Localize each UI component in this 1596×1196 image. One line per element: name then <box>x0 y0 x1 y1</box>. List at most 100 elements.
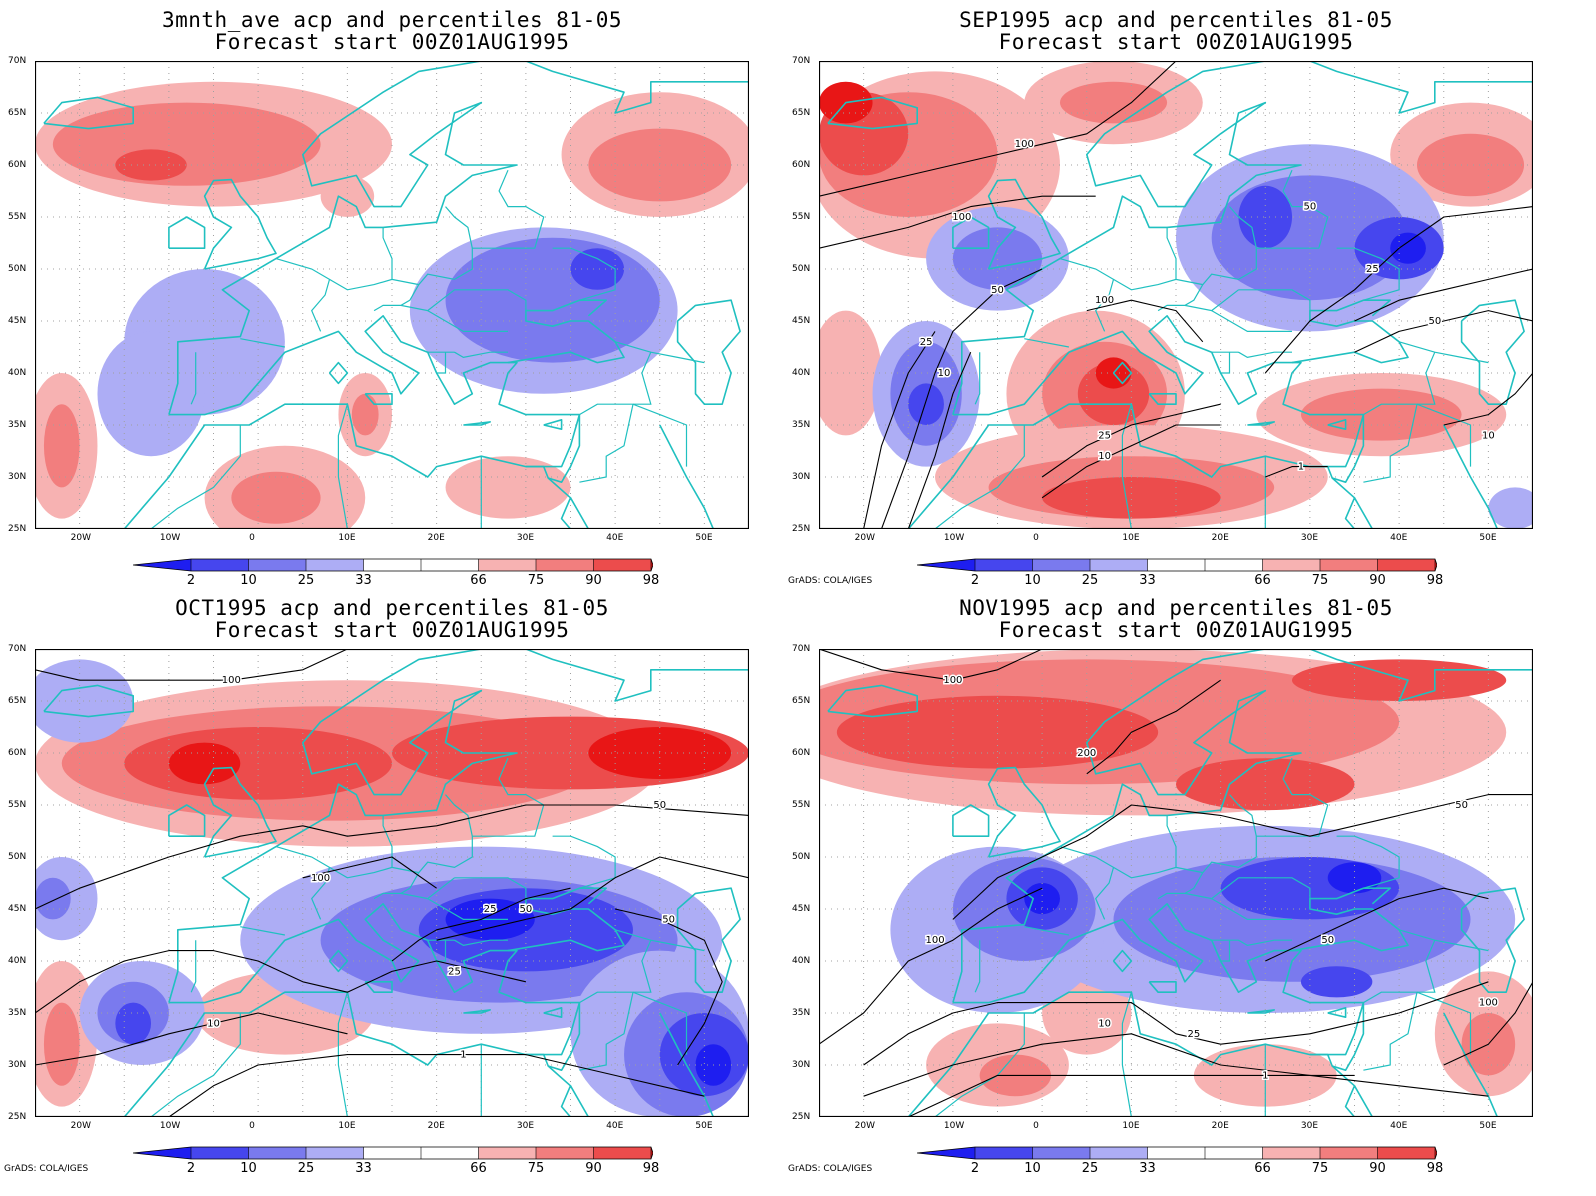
colorbar-label: 90 <box>1369 1161 1386 1176</box>
colorbar-label: 25 <box>1081 1161 1099 1176</box>
lat-tick-label: 70N <box>8 644 27 654</box>
contour-label: 1 <box>1298 462 1304 473</box>
colorbar-label: 33 <box>1139 573 1156 588</box>
country-border <box>1121 404 1132 529</box>
lat-tick-label: 25N <box>8 524 27 534</box>
country-border <box>1202 206 1257 285</box>
colorbar-segment <box>1205 559 1263 571</box>
colorbar-segment-min <box>133 559 191 571</box>
map-frame <box>35 649 749 1117</box>
coastline <box>328 949 349 973</box>
country-border <box>454 877 527 899</box>
country-border <box>974 940 981 993</box>
lat-tick-label: 55N <box>792 800 811 810</box>
lat-tick-label: 65N <box>792 696 811 706</box>
colorbar-segment <box>593 1147 651 1159</box>
shaded-region-red-90 <box>1042 477 1221 519</box>
colorbar <box>916 558 1438 572</box>
colorbar-label: 33 <box>355 573 372 588</box>
colorbar-label: 98 <box>1426 1161 1444 1176</box>
country-border <box>1024 338 1070 348</box>
colorbar-segment <box>1320 1147 1378 1159</box>
coastline <box>1353 1085 1374 1117</box>
lat-tick-label: 35N <box>8 1008 27 1018</box>
contour-line <box>391 887 571 962</box>
shaded-region-red-66 <box>819 310 882 436</box>
shaded-region-blue-25 <box>445 237 660 363</box>
lat-tick-label: 60N <box>8 748 27 758</box>
colorbar-label: 75 <box>1311 1161 1329 1176</box>
contour-line <box>302 856 437 889</box>
shaded-region-red-75 <box>1059 81 1168 124</box>
coastline <box>364 980 393 994</box>
contour-line <box>863 981 1489 1066</box>
country-border <box>150 1013 241 1117</box>
colorbar-label: 2 <box>186 573 196 588</box>
country-border <box>1220 352 1231 374</box>
lat-tick-label: 30N <box>8 1060 27 1070</box>
colorbar-segment-max <box>1435 559 1437 571</box>
colorbar-segment <box>421 559 479 571</box>
lat-tick-label: 30N <box>8 472 27 482</box>
coastline <box>43 96 134 130</box>
colorbar-label: 2 <box>970 573 980 588</box>
country-border <box>1363 992 1418 1071</box>
colorbar-label: 98 <box>642 1161 660 1176</box>
colorbar-label: 66 <box>1254 1161 1271 1176</box>
lon-tick-label: 30E <box>516 1121 535 1131</box>
shaded-region-red-90 <box>1292 659 1507 701</box>
contour-label: 10 <box>1482 430 1495 441</box>
lat-tick-label: 50N <box>792 264 811 274</box>
colorbar-label: 75 <box>527 573 545 588</box>
shaded-region-red-90 <box>115 149 187 181</box>
country-border <box>1417 939 1436 993</box>
contour-label: 25 <box>1187 1029 1200 1040</box>
contour-label: 1 <box>1262 1070 1268 1081</box>
coastline <box>1291 887 1409 952</box>
country-border <box>382 227 393 280</box>
coastline <box>168 216 206 249</box>
contour-label: 50 <box>520 904 533 915</box>
coastline <box>952 649 1533 1003</box>
grads-credit: GrADS: COLA/IGES <box>788 576 873 586</box>
lon-tick-label: 10W <box>159 1121 181 1131</box>
country-border <box>1398 929 1489 952</box>
coastline <box>1327 418 1347 431</box>
shaded-region-blue-10 <box>115 1002 152 1045</box>
colorbar-label: 33 <box>355 1161 372 1176</box>
contour-label: 100 <box>311 873 330 884</box>
lat-tick-label: 35N <box>792 1008 811 1018</box>
lat-tick-label: 50N <box>792 852 811 862</box>
country-border <box>472 757 545 837</box>
colorbar-segment-max <box>651 1147 653 1159</box>
colorbar-segment <box>478 1147 536 1159</box>
contour-label: 50 <box>991 285 1004 296</box>
shaded-region-blue-10 <box>570 248 625 290</box>
country-border <box>1211 898 1292 920</box>
contour-label: 200 <box>1077 748 1096 759</box>
colorbar-label: 66 <box>1254 573 1271 588</box>
lat-tick-label: 65N <box>8 696 27 706</box>
contour-label: 50 <box>1428 316 1441 327</box>
country-border <box>418 794 473 873</box>
country-border <box>579 403 688 467</box>
contour-line <box>863 331 936 529</box>
country-border <box>579 992 634 1071</box>
coastline <box>463 421 492 426</box>
shaded-region-blue-33 <box>1488 487 1533 529</box>
shaded-region-blue-2 <box>1390 232 1426 264</box>
contour-line <box>436 856 749 941</box>
panel-title: 3mnth_ave acp and percentiles 81-05 <box>161 8 622 32</box>
country-border <box>436 352 447 374</box>
colorbar-label: 33 <box>1139 1161 1156 1176</box>
contour-line <box>1041 403 1221 478</box>
contour-line <box>1265 466 1328 478</box>
lat-tick-label: 45N <box>792 316 811 326</box>
coastline <box>569 497 590 529</box>
contour-label: 1 <box>460 1050 466 1061</box>
country-border <box>1256 169 1329 249</box>
coastline <box>203 766 277 858</box>
colorbar-label: 90 <box>585 573 602 588</box>
contour-label: 100 <box>925 935 944 946</box>
colorbar-segment-min <box>917 559 975 571</box>
